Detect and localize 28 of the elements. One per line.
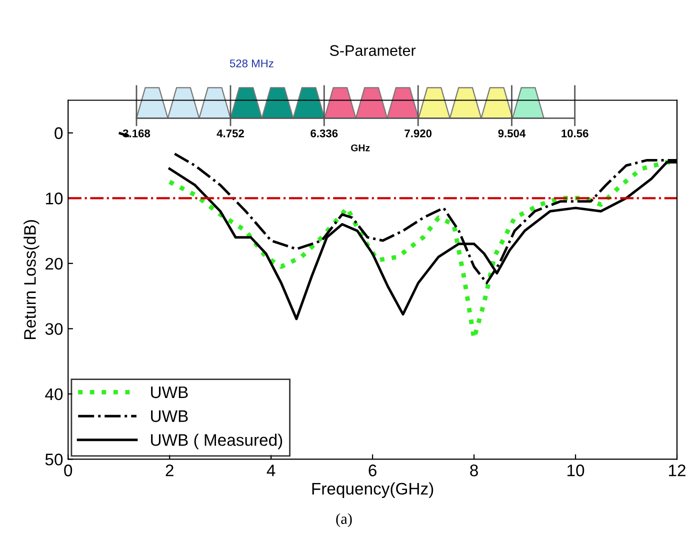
text: (a) [336,513,352,528]
legend-label: UWB [151,386,188,398]
x-tick-label: 6 [368,464,376,476]
chart-title: S-Parameter [330,45,416,56]
legend-label: UWB [151,410,188,422]
annotation: 3.168 [122,129,150,138]
annotation: 9.504 [498,129,526,138]
y-tick-label: 10 [46,192,63,204]
y-axis-title: Return Loss(dB) [24,220,40,340]
y-tick-label: 20 [46,258,63,270]
annotation: 6.336 [310,129,338,138]
text: 528 MHz [230,59,274,68]
x-tick-label: 10 [568,464,584,476]
y-tick-label: 30 [45,323,63,335]
x-tick-label: 8 [470,464,478,476]
x-tick-label: 2 [166,464,174,476]
annotation: 10.56 [562,129,588,138]
y-tick-label: 0 [54,127,63,140]
x-tick-label: 4 [266,464,276,476]
legend-label: UWB ( Measured) [151,434,282,450]
annotation: 7.920 [404,129,432,138]
y-tick-label: 50 [45,454,63,466]
y-tick-label: 40 [45,388,63,400]
annotation: 4.752 [216,129,244,138]
x-tick-label: 0 [64,464,72,476]
x-axis-title: Frequency(GHz) [312,482,434,498]
x-tick-label: 12 [668,464,686,476]
annotation: GHz [351,144,370,152]
